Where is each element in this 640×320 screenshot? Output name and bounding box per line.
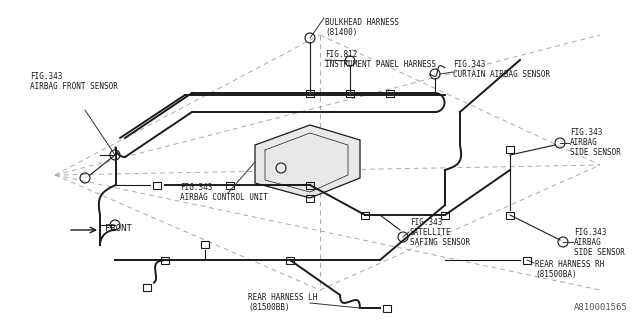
Text: FIG.343: FIG.343 bbox=[410, 218, 442, 227]
Text: A810001565: A810001565 bbox=[574, 303, 628, 312]
Text: AIRBAG FRONT SENSOR: AIRBAG FRONT SENSOR bbox=[30, 82, 118, 91]
Text: FIG.343: FIG.343 bbox=[30, 72, 62, 81]
Bar bbox=[306, 195, 314, 202]
Text: FIG.343: FIG.343 bbox=[180, 183, 212, 192]
Text: FIG.343: FIG.343 bbox=[453, 60, 485, 69]
Text: SATELLITE: SATELLITE bbox=[410, 228, 452, 237]
Text: BULKHEAD HARNESS: BULKHEAD HARNESS bbox=[325, 18, 399, 27]
Text: CURTAIN AIRBAG SENSOR: CURTAIN AIRBAG SENSOR bbox=[453, 70, 550, 79]
Text: (81500BB): (81500BB) bbox=[248, 303, 290, 312]
Polygon shape bbox=[255, 125, 360, 198]
Bar bbox=[346, 90, 354, 97]
Text: AIRBAG: AIRBAG bbox=[570, 138, 598, 147]
Bar bbox=[226, 181, 234, 188]
Bar bbox=[306, 90, 314, 97]
Bar bbox=[506, 212, 514, 219]
Bar bbox=[306, 181, 314, 188]
Bar bbox=[361, 212, 369, 219]
Text: AIRBAG CONTROL UNIT: AIRBAG CONTROL UNIT bbox=[180, 193, 268, 202]
Text: AIRBAG: AIRBAG bbox=[574, 238, 602, 247]
Text: FRONT: FRONT bbox=[105, 223, 132, 233]
Bar bbox=[386, 90, 394, 97]
Bar bbox=[153, 181, 161, 188]
Bar bbox=[161, 257, 169, 263]
Bar bbox=[383, 305, 391, 311]
Bar bbox=[286, 257, 294, 263]
Text: REAR HARNESS LH: REAR HARNESS LH bbox=[248, 293, 317, 302]
Text: SAFING SENSOR: SAFING SENSOR bbox=[410, 238, 470, 247]
Text: FIG.343: FIG.343 bbox=[574, 228, 606, 237]
Text: FIG.343: FIG.343 bbox=[570, 128, 602, 137]
Text: SIDE SENSOR: SIDE SENSOR bbox=[570, 148, 621, 157]
Bar bbox=[441, 212, 449, 219]
Bar bbox=[506, 146, 514, 153]
Text: REAR HARNESS RH: REAR HARNESS RH bbox=[535, 260, 604, 269]
Text: (81500BA): (81500BA) bbox=[535, 270, 577, 279]
Text: (81400): (81400) bbox=[325, 28, 357, 37]
Bar bbox=[523, 257, 531, 263]
Bar bbox=[143, 284, 151, 291]
Text: INSTRUMENT PANEL HARNESS: INSTRUMENT PANEL HARNESS bbox=[325, 60, 436, 69]
Text: FIG.812: FIG.812 bbox=[325, 50, 357, 59]
Text: SIDE SENSOR: SIDE SENSOR bbox=[574, 248, 625, 257]
Bar bbox=[201, 241, 209, 247]
